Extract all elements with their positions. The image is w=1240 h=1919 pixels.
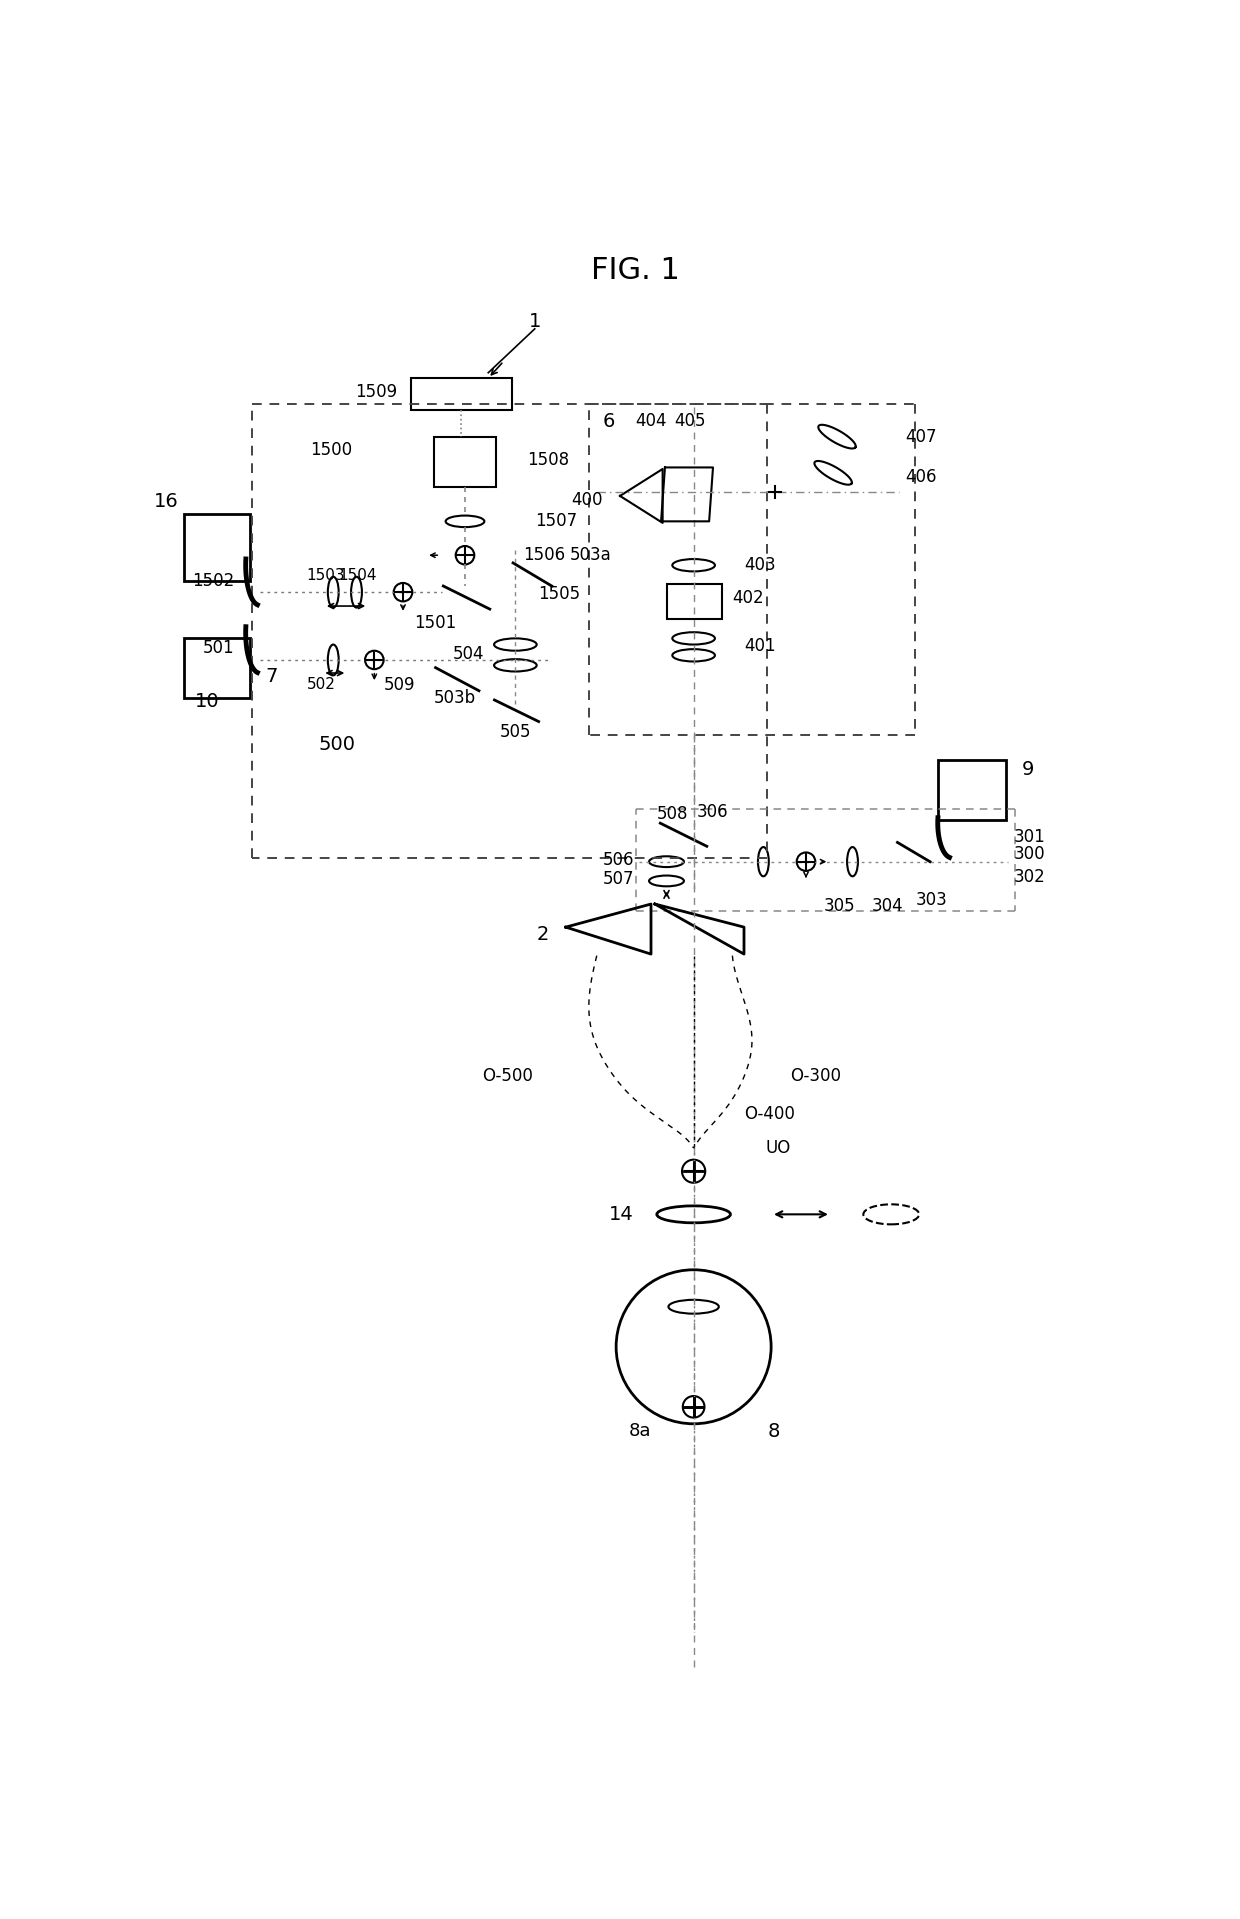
Circle shape [682, 1159, 706, 1182]
Text: 1: 1 [528, 311, 541, 330]
Circle shape [683, 1395, 704, 1418]
Text: 401: 401 [744, 637, 776, 654]
Text: 1507: 1507 [534, 512, 577, 530]
Circle shape [365, 651, 383, 670]
Ellipse shape [649, 875, 684, 887]
Text: O-400: O-400 [744, 1105, 795, 1123]
Text: 404: 404 [635, 413, 667, 430]
Ellipse shape [672, 558, 715, 572]
Ellipse shape [863, 1205, 919, 1224]
Bar [185, 639, 250, 699]
Text: 1508: 1508 [527, 451, 569, 468]
Bar [410, 378, 511, 411]
Ellipse shape [351, 578, 362, 608]
Ellipse shape [657, 1205, 730, 1222]
Text: 14: 14 [609, 1205, 634, 1224]
Text: 503a: 503a [569, 547, 611, 564]
Text: FIG. 1: FIG. 1 [591, 255, 680, 284]
Text: 508: 508 [657, 804, 688, 823]
Text: 402: 402 [733, 589, 764, 606]
Text: 509: 509 [383, 675, 415, 693]
Text: 16: 16 [154, 491, 179, 510]
Text: 2: 2 [537, 925, 549, 944]
Text: 1504: 1504 [339, 568, 377, 583]
Text: 1501: 1501 [414, 614, 456, 631]
Text: 503b: 503b [434, 689, 476, 708]
Ellipse shape [758, 846, 769, 877]
Bar [667, 585, 722, 620]
Text: 304: 304 [872, 898, 903, 915]
Text: 1509: 1509 [355, 384, 397, 401]
Text: 1503: 1503 [306, 568, 345, 583]
Text: 400: 400 [572, 491, 603, 509]
Text: 10: 10 [196, 693, 219, 712]
Text: 507: 507 [603, 871, 634, 888]
Text: O-500: O-500 [482, 1067, 533, 1084]
Text: 405: 405 [675, 413, 706, 430]
Circle shape [616, 1270, 771, 1424]
Ellipse shape [847, 846, 858, 877]
Ellipse shape [494, 639, 537, 651]
Text: 1500: 1500 [310, 441, 352, 459]
Text: 1506: 1506 [523, 547, 565, 564]
Text: 500: 500 [319, 735, 356, 754]
Text: 8a: 8a [629, 1422, 651, 1441]
Circle shape [394, 583, 412, 601]
Text: 1502: 1502 [192, 572, 234, 589]
Text: 403: 403 [744, 557, 776, 574]
Text: 300: 300 [1014, 844, 1045, 864]
Text: 506: 506 [603, 852, 634, 869]
Text: 303: 303 [915, 890, 947, 910]
Text: 407: 407 [905, 428, 936, 445]
Ellipse shape [445, 516, 485, 528]
Ellipse shape [672, 649, 715, 662]
Bar [185, 514, 250, 581]
Text: 7: 7 [265, 668, 278, 687]
Text: 6: 6 [603, 413, 615, 430]
Text: 504: 504 [453, 645, 485, 662]
Circle shape [797, 852, 816, 871]
Ellipse shape [672, 631, 715, 645]
Text: 305: 305 [823, 898, 856, 915]
Text: O-300: O-300 [791, 1067, 842, 1084]
Ellipse shape [494, 658, 537, 672]
Text: 302: 302 [1014, 867, 1045, 887]
Circle shape [456, 547, 474, 564]
Text: 406: 406 [905, 468, 936, 486]
Text: 501: 501 [203, 639, 234, 658]
Ellipse shape [668, 1299, 719, 1315]
Ellipse shape [649, 856, 684, 867]
Text: 306: 306 [697, 802, 729, 821]
Text: 505: 505 [500, 723, 531, 741]
Bar [937, 760, 1006, 819]
Text: 502: 502 [308, 677, 336, 693]
Text: 1505: 1505 [538, 585, 580, 603]
Ellipse shape [327, 578, 339, 608]
Text: 9: 9 [1022, 760, 1034, 779]
Ellipse shape [327, 645, 339, 675]
Text: 8: 8 [768, 1422, 780, 1441]
Text: 301: 301 [1014, 827, 1045, 846]
Bar [434, 438, 496, 487]
Text: UO: UO [766, 1140, 791, 1157]
